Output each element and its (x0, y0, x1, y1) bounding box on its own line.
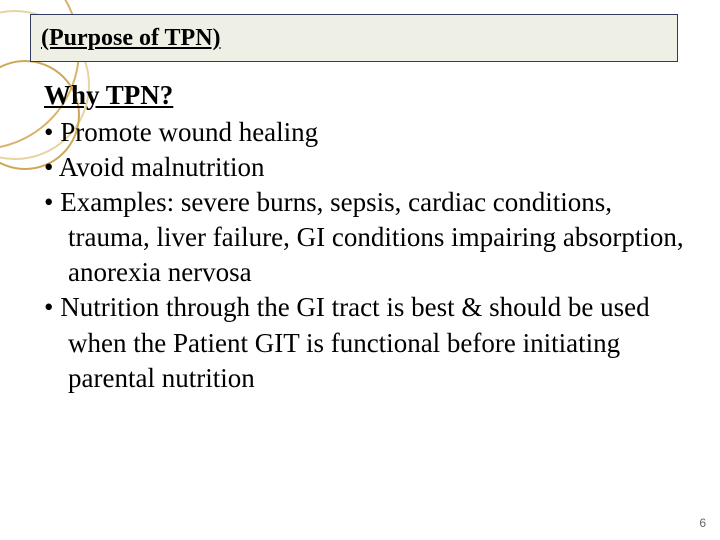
subheading: Why TPN? (44, 80, 684, 111)
bullet-item: Examples: severe burns, sepsis, cardiac … (44, 185, 684, 290)
bullet-item: Promote wound healing (44, 115, 684, 150)
bullet-item: Nutrition through the GI tract is best &… (44, 290, 684, 395)
title-box: (Purpose of TPN) (30, 14, 678, 62)
bullet-list: Promote wound healing Avoid malnutrition… (44, 115, 684, 396)
bullet-item: Avoid malnutrition (44, 150, 684, 185)
content-area: Why TPN? Promote wound healing Avoid mal… (44, 80, 684, 396)
page-number: 6 (699, 516, 706, 530)
slide-title: (Purpose of TPN) (41, 25, 221, 52)
